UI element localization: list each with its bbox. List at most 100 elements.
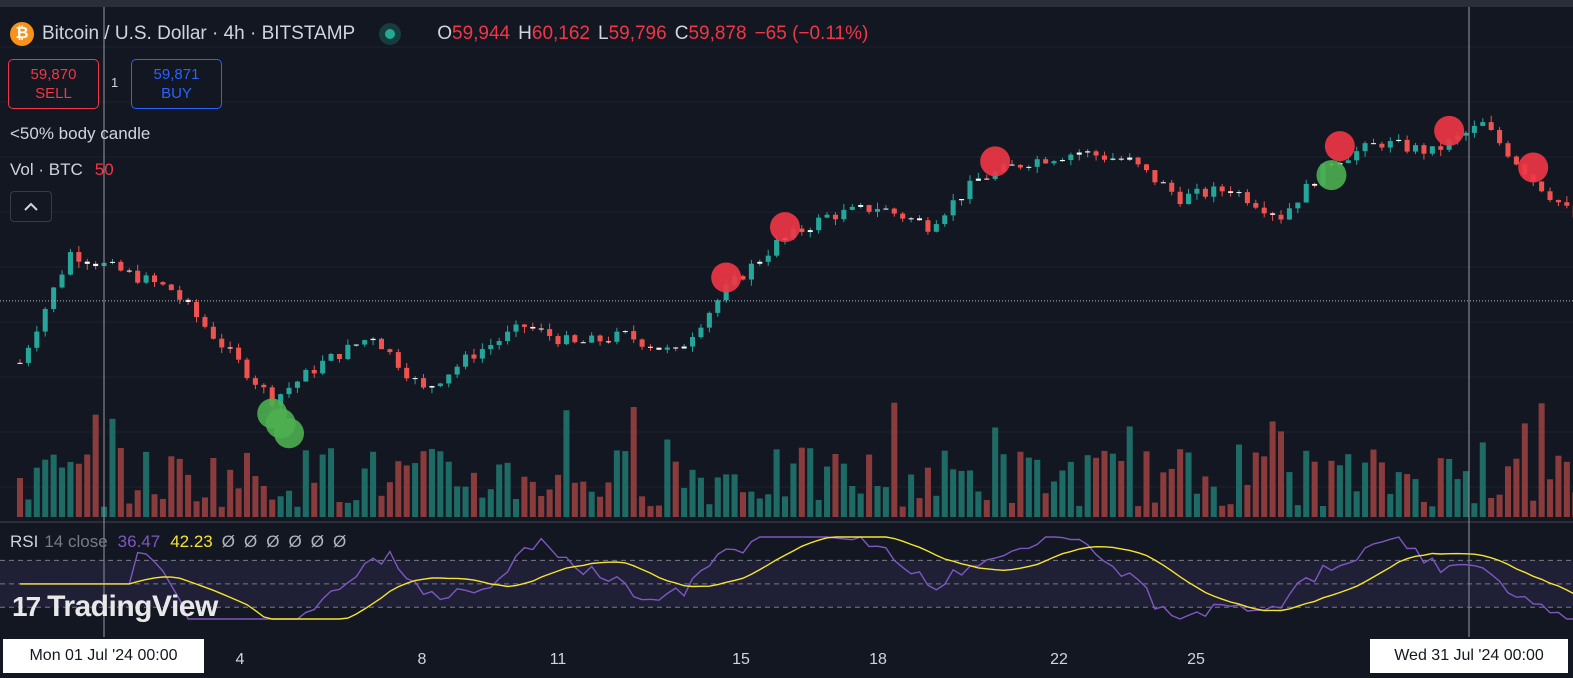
ohlc-change: −65 (−0.11%) <box>754 23 869 44</box>
candle <box>51 287 57 309</box>
market-status-icon[interactable] <box>385 29 396 39</box>
candle <box>1127 157 1133 160</box>
candle <box>1497 129 1503 144</box>
candle <box>622 331 628 333</box>
candle <box>185 299 191 302</box>
candle <box>597 335 603 342</box>
volume-bar <box>538 496 545 517</box>
volume-bar <box>622 451 629 517</box>
symbol-title[interactable]: Bitcoin / U.S. Dollar · 4h · BITSTAMP <box>42 23 356 44</box>
volume-label: Vol · BTC <box>10 160 83 179</box>
candle <box>1228 191 1234 193</box>
candle <box>547 329 553 337</box>
volume-bar <box>563 410 570 517</box>
volume-bar <box>765 494 772 517</box>
volume-bar <box>1479 442 1486 517</box>
volume-bar <box>1084 455 1091 517</box>
tradingview-logo[interactable]: 17 TradingView <box>12 590 218 624</box>
candle <box>42 308 48 332</box>
candle <box>1085 151 1091 153</box>
candle <box>76 252 82 262</box>
signal-marker <box>1518 152 1549 183</box>
volume-bar <box>1193 493 1200 517</box>
candle <box>345 344 351 360</box>
volume-legend[interactable]: Vol · BTC 50 <box>10 160 114 180</box>
volume-bar <box>1353 491 1360 517</box>
volume-bar <box>555 474 562 517</box>
candle <box>294 381 300 388</box>
volume-bar <box>1185 452 1192 517</box>
volume-bar <box>580 481 587 517</box>
volume-bar <box>832 453 839 517</box>
tradingview-logo-mark: 17 <box>12 591 41 622</box>
volume-bar <box>462 486 469 517</box>
candle <box>1513 156 1519 165</box>
candle <box>1026 166 1032 168</box>
volume-bar <box>597 496 604 517</box>
volume-bar <box>941 450 948 517</box>
volume-bar <box>151 494 158 517</box>
candle <box>421 378 427 388</box>
candle <box>605 341 611 343</box>
candle <box>135 270 141 283</box>
bitcoin-icon: ₿ <box>10 22 34 46</box>
volume-bar <box>1235 444 1243 517</box>
volume-bar <box>328 448 335 517</box>
candle <box>757 261 763 264</box>
volume-bar <box>546 489 553 517</box>
candle <box>1404 139 1410 152</box>
tradingview-logo-text: TradingView <box>47 590 218 623</box>
candle <box>816 217 822 231</box>
candle <box>303 369 309 382</box>
symbol-legend: ₿ Bitcoin / U.S. Dollar · 4h · BITSTAMP … <box>10 22 868 46</box>
candle <box>1211 186 1217 197</box>
volume-bar <box>933 495 940 517</box>
volume-bar <box>1277 431 1285 517</box>
rsi-empty-value: Ø <box>244 532 258 551</box>
candle <box>261 384 267 388</box>
candle <box>589 335 595 343</box>
volume-bar <box>1093 457 1100 517</box>
buy-button[interactable]: 59,871 BUY <box>131 59 222 109</box>
candle <box>412 378 418 380</box>
volume-bar <box>849 486 856 517</box>
candle <box>1286 208 1292 220</box>
buy-label: BUY <box>161 85 192 102</box>
candle <box>1009 164 1015 166</box>
crosshair-time-badge-end: Wed 31 Jul '24 00:00 <box>1370 639 1568 673</box>
candle <box>1219 186 1225 192</box>
volume-bar <box>807 448 814 517</box>
volume-bar <box>1555 455 1562 517</box>
time-axis[interactable]: 4 8 11 15 18 22 25 Mon 01 Jul '24 00:00 … <box>0 637 1573 678</box>
candle <box>1202 188 1208 197</box>
candle <box>639 339 645 347</box>
candle <box>278 394 284 406</box>
volume-bar <box>1454 479 1461 517</box>
volume-bar <box>1067 461 1074 517</box>
candle <box>1093 151 1099 156</box>
volume-bar <box>1538 403 1545 517</box>
top-border <box>0 0 1573 7</box>
volume-bar <box>714 477 721 517</box>
candle <box>1505 143 1511 157</box>
volume-bar <box>655 505 662 517</box>
collapse-legend-button[interactable] <box>10 191 52 222</box>
chart-canvas[interactable] <box>0 7 1573 637</box>
candle <box>807 230 813 233</box>
indicator-legend-body-candle[interactable]: <50% body candle <box>10 124 150 144</box>
rsi-legend[interactable]: RSI 14 close 36.47 42.23 Ø Ø Ø Ø Ø Ø <box>10 532 346 552</box>
candle <box>202 317 208 327</box>
order-quantity[interactable]: 1 <box>111 75 119 90</box>
volume-bar <box>1034 459 1041 517</box>
volume-bar <box>739 492 747 517</box>
sell-button[interactable]: 59,870 SELL <box>8 59 99 109</box>
candle <box>538 328 544 330</box>
candle <box>748 263 754 280</box>
candle <box>168 284 174 291</box>
candle <box>1488 122 1494 130</box>
candle <box>950 200 956 216</box>
volume-bar <box>370 451 377 517</box>
volume-bar <box>1496 494 1503 517</box>
volume-bar <box>1446 458 1453 517</box>
candle <box>1135 157 1141 165</box>
